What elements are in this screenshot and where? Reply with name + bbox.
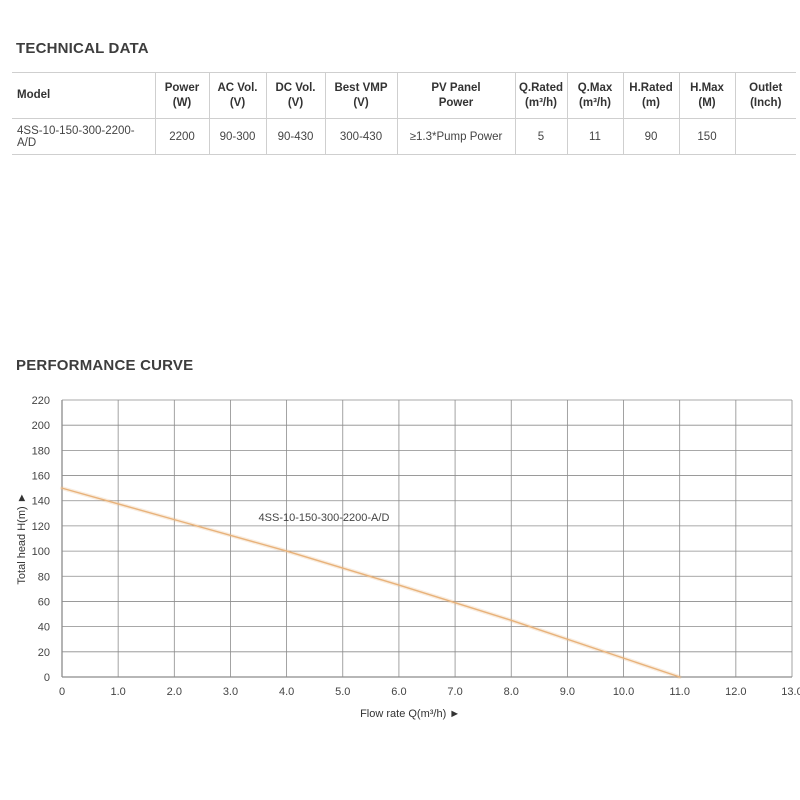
x-tick-label: 8.0 [504,686,519,698]
y-tick-label: 80 [38,571,50,583]
table-header-row: Model Power (W) AC Vol. (V) DC Vol. (V) Bes… [12,72,796,119]
y-tick-label: 180 [32,445,50,457]
table-row: 4SS-10-150-300-2200-A/D 2200 90-300 90-4… [12,118,796,155]
x-tick-label: 6.0 [391,686,406,698]
x-tick-label: 11.0 [669,686,690,698]
y-tick-label: 140 [32,496,50,508]
series-label: 4SS-10-150-300-2200-A/D [259,512,390,524]
header-pv-panel-power: PV Panel Power [397,72,516,119]
y-axis-ticks: 0 20 40 60 80 100 120 140 160 180 200 220 [32,395,50,684]
y-tick-label: 0 [44,672,50,684]
cell-pv-panel-power: ≥1.3*Pump Power [397,118,516,155]
y-tick-label: 40 [38,622,50,634]
cell-power: 2200 [155,118,210,155]
y-tick-label: 100 [32,546,50,558]
y-tick-label: 60 [38,596,50,608]
y-tick-label: 220 [32,395,50,407]
header-model: Model [12,72,156,119]
header-q-rated: Q.Rated (m³/h) [515,72,568,119]
y-axis-label: Total head H(m) ► [16,492,28,584]
chart-grid [61,399,793,678]
x-tick-label: 12.0 [725,686,746,698]
header-q-max: Q.Max (m³/h) [567,72,624,119]
x-tick-label: 3.0 [223,686,238,698]
chart-series [60,486,682,679]
cell-ac-voltage: 90-300 [209,118,267,155]
header-best-vmp: Best VMP (V) [325,72,398,119]
x-tick-label: 0 [59,686,65,698]
header-h-max: H.Max (M) [679,72,736,119]
cell-model: 4SS-10-150-300-2200-A/D [12,118,156,155]
x-tick-label: 4.0 [279,686,294,698]
cell-dc-voltage: 90-430 [266,118,326,155]
performance-curve-title: PERFORMANCE CURVE [16,357,194,374]
cell-h-max: 150 [679,118,736,155]
header-h-rated: H.Rated (m) [623,72,680,119]
x-tick-label: 7.0 [447,686,462,698]
header-ac-voltage: AC Vol. (V) [209,72,267,119]
header-outlet: Outlet (Inch) [749,81,783,109]
y-tick-label: 20 [38,647,50,659]
cell-outlet [735,119,796,155]
header-power: Power (W) [155,72,210,119]
technical-data-title: TECHNICAL DATA [16,40,149,57]
cell-q-max: 11 [567,118,624,155]
x-tick-label: 2.0 [167,686,182,698]
y-tick-label: 120 [32,521,50,533]
cell-best-vmp: 300-430 [325,118,398,155]
technical-data-table: Model Power (W) AC Vol. (V) DC Vol. (V) Bes… [12,72,796,155]
series-line [61,487,681,678]
header-dc-voltage: DC Vol. (V) [266,72,326,119]
y-tick-label: 200 [32,420,50,432]
x-axis-label: Flow rate Q(m³/h) ► [360,708,460,720]
x-tick-label: 5.0 [335,686,350,698]
cell-q-rated: 5 [515,118,568,155]
x-tick-label: 9.0 [560,686,575,698]
cell-h-rated: 90 [623,118,680,155]
x-tick-label: 1.0 [111,686,126,698]
x-tick-label: 13.0 [781,686,800,698]
performance-chart: 0 20 40 60 80 100 120 140 160 180 200 220 0 1.0 2.0 3.… [16,395,800,720]
x-tick-label: 10.0 [613,686,634,698]
x-axis-ticks: 0 1.0 2.0 3.0 4.0 5.0 6.0 7.0 8.0 9.0 10.0 11.0 12.0… [59,686,800,698]
y-tick-label: 160 [32,471,50,483]
